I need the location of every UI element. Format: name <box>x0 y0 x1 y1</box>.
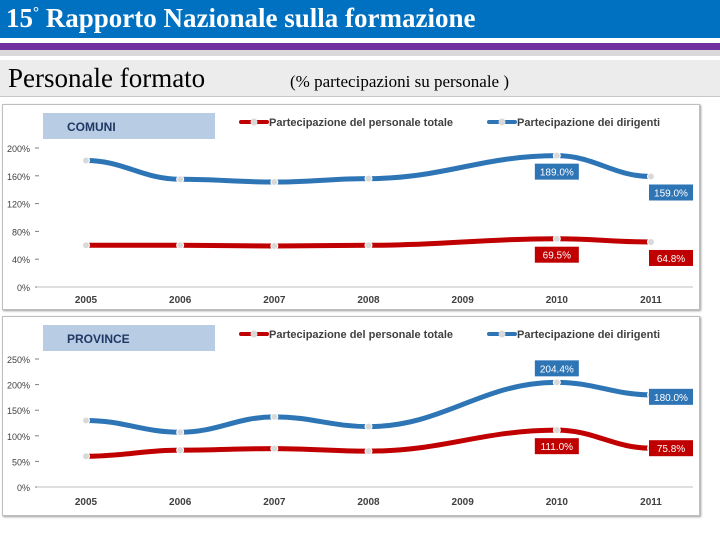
data-label: 64.8% <box>657 254 685 265</box>
y-tick-label: 120% <box>7 200 30 210</box>
data-point <box>364 422 373 431</box>
legend-marker <box>498 330 506 338</box>
data-label: 75.8% <box>657 444 685 455</box>
y-tick-label: 100% <box>7 432 30 442</box>
chart-province: PROVINCE Partecipazione del personale tot… <box>7 325 693 508</box>
data-label: 69.5% <box>543 251 571 262</box>
x-tick-label: 2011 <box>640 497 662 508</box>
degree-sign: ° <box>33 5 39 21</box>
x-tick-label: 2008 <box>357 295 380 306</box>
legend-marker <box>498 118 506 126</box>
data-point <box>552 234 561 243</box>
legend-label: Partecipazione del personale totale <box>269 117 453 129</box>
chart-title-box <box>43 325 215 351</box>
data-point <box>82 416 90 425</box>
data-label-box <box>649 388 693 405</box>
data-point <box>647 172 655 181</box>
chart-panel-province: PROVINCE Partecipazione del personale tot… <box>2 316 700 516</box>
x-tick-label: 2005 <box>75 497 98 508</box>
x-tick-label: 2006 <box>169 497 192 508</box>
y-tick-label: 50% <box>12 457 30 467</box>
title-stripe-purple <box>0 43 720 50</box>
x-tick-label: 2009 <box>452 497 475 508</box>
data-label-box <box>649 440 693 457</box>
data-label: 159.0% <box>654 188 688 199</box>
x-tick-label: 2006 <box>169 295 192 306</box>
data-point <box>270 444 279 453</box>
data-point <box>270 241 279 250</box>
subtitle-bar: Personale formato (% partecipazioni su p… <box>0 60 720 97</box>
data-label: 189.0% <box>540 168 574 179</box>
legend-label: Partecipazione dei dirigenti <box>517 329 660 341</box>
legend-marker <box>250 118 258 126</box>
data-point <box>270 178 279 187</box>
subtitle-sub: (% partecipazioni su personale ) <box>290 72 510 91</box>
x-tick-label: 2007 <box>263 497 286 508</box>
title-bar: 15° Rapporto Nazionale sulla formazione <box>0 0 720 38</box>
chart-title-box <box>43 113 215 139</box>
y-tick-label: 200% <box>7 381 30 391</box>
data-point <box>552 151 561 160</box>
x-tick-label: 2010 <box>546 497 569 508</box>
data-point <box>552 426 561 435</box>
legend-marker <box>250 330 258 338</box>
data-label: 180.0% <box>654 393 688 404</box>
data-point <box>364 241 373 250</box>
data-label-box <box>534 246 579 263</box>
data-point <box>176 241 185 250</box>
data-point <box>176 446 185 455</box>
x-tick-label: 2011 <box>640 295 662 306</box>
y-tick-label: 150% <box>7 406 30 416</box>
y-tick-label: 80% <box>12 227 30 237</box>
y-tick-label: 160% <box>7 172 30 182</box>
chart-title: PROVINCE <box>67 332 130 346</box>
data-point <box>82 241 90 250</box>
chart-panel-comuni: COMUNI Partecipazione del personale total… <box>2 104 700 310</box>
y-tick-label: 40% <box>12 255 30 265</box>
y-tick-label: 0% <box>17 283 30 293</box>
x-tick-label: 2009 <box>452 295 475 306</box>
title-stripe-white <box>0 38 720 43</box>
x-tick-label: 2008 <box>357 497 380 508</box>
data-point <box>176 175 185 184</box>
chart-title: COMUNI <box>67 120 116 134</box>
data-label-box <box>534 163 579 180</box>
data-point <box>176 428 185 437</box>
data-point <box>647 237 655 246</box>
legend-label: Partecipazione del personale totale <box>269 329 453 341</box>
data-label-box <box>534 360 579 377</box>
y-tick-label: 200% <box>7 144 30 154</box>
chart-comuni: COMUNI Partecipazione del personale total… <box>7 113 693 306</box>
y-tick-label: 0% <box>17 483 30 493</box>
data-label-box <box>534 438 579 455</box>
data-point <box>364 447 373 456</box>
x-tick-label: 2010 <box>546 295 569 306</box>
data-point <box>82 452 90 461</box>
data-label-box <box>649 249 693 266</box>
x-tick-label: 2007 <box>263 295 286 306</box>
page-title: 15° Rapporto Nazionale sulla formazione <box>6 3 476 33</box>
x-tick-label: 2005 <box>75 295 98 306</box>
data-label: 204.4% <box>540 364 574 375</box>
data-point <box>364 174 373 183</box>
data-point <box>552 378 561 387</box>
title-stripe-gray <box>0 50 720 56</box>
series-line <box>83 153 654 185</box>
data-label-box <box>649 184 693 201</box>
data-point <box>270 412 279 421</box>
subtitle-main: Personale formato <box>8 63 206 93</box>
data-label: 111.0% <box>541 442 574 453</box>
y-tick-label: 250% <box>7 355 30 365</box>
data-point <box>82 156 90 165</box>
legend-label: Partecipazione dei dirigenti <box>517 117 660 129</box>
